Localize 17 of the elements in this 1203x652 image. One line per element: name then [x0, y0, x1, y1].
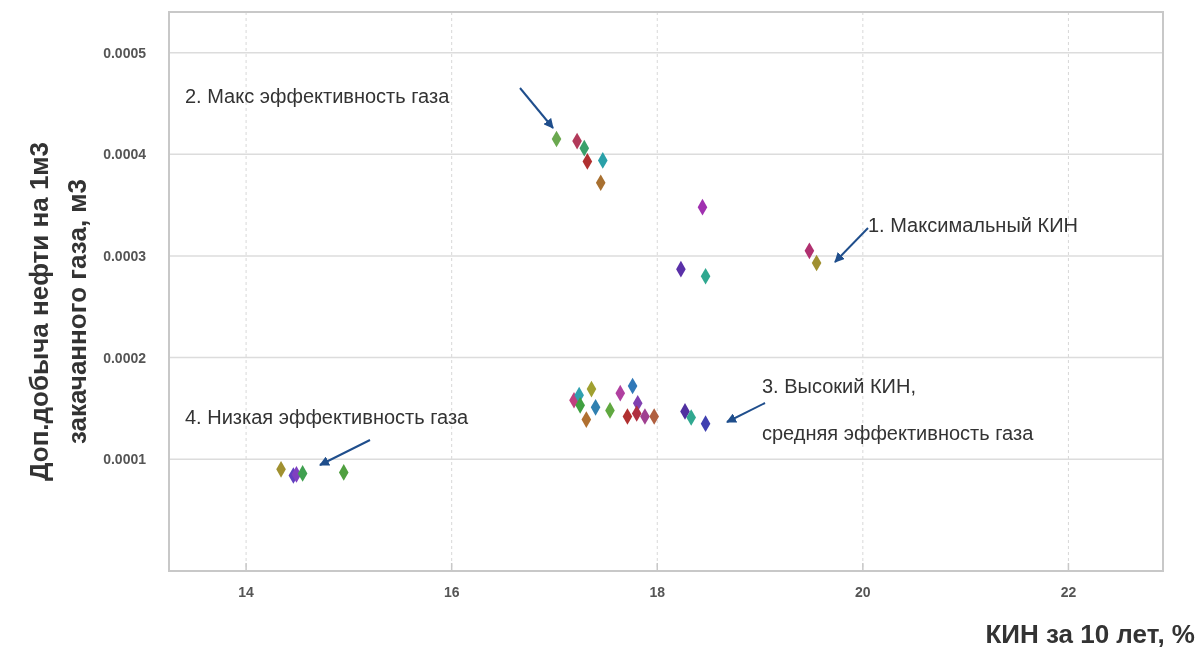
x-tick-label: 18 — [649, 584, 666, 600]
annotation: 4. Низкая эффективность газа — [185, 406, 470, 428]
annotation: 3. Высокий КИН, — [762, 375, 916, 397]
x-tick-label: 16 — [443, 584, 460, 600]
x-axis-title: КИН за 10 лет, % — [985, 619, 1195, 649]
annotation: 2. Макс эффективность газа — [185, 85, 451, 107]
y-axis-title: Доп.добыча нефти на 1м3 закачанного газа, м3 — [24, 141, 92, 482]
y-tick-label: 0.0003 — [103, 247, 147, 264]
x-tick-label: 20 — [855, 584, 871, 600]
x-tick-label: 14 — [238, 584, 255, 600]
annotation: 1. Максимальный КИН — [868, 214, 1078, 236]
y-tick-label: 0.0005 — [103, 44, 147, 61]
y-tick-label: 0.0001 — [103, 451, 147, 468]
annotation: средняя эффективность газа — [762, 422, 1035, 444]
y-tick-label: 0.0002 — [103, 349, 147, 366]
y-tick-label: 0.0004 — [103, 146, 147, 163]
x-tick-label: 22 — [1060, 584, 1077, 600]
